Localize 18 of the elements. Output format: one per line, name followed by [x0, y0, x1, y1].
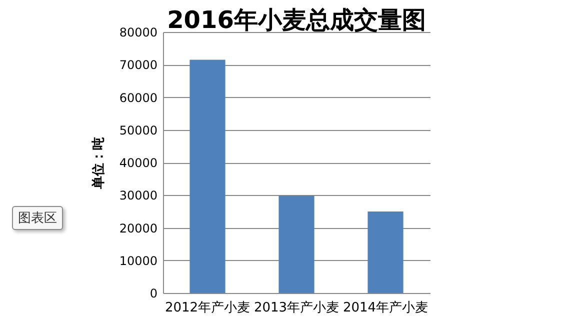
y-tick-label: 10000 [119, 254, 158, 268]
x-tick-label: 2012年产小麦 [164, 300, 250, 316]
bar [190, 60, 226, 293]
y-axis-title: 单位：吨 [90, 137, 106, 190]
bar [368, 211, 404, 293]
y-tick-label: 60000 [119, 90, 158, 105]
y-tick-label: 0 [150, 286, 158, 300]
x-tick-label: 2014年产小麦 [342, 300, 428, 316]
y-tick-label: 70000 [119, 58, 158, 72]
y-tick-label: 40000 [119, 156, 158, 170]
y-tick-label: 50000 [119, 123, 158, 138]
tooltip: 图表区 [12, 206, 63, 230]
x-tick-label: 2013年产小麦 [254, 300, 340, 316]
y-tick-label: 20000 [119, 221, 158, 236]
chart-title: 2016年小麦总成交量图 [167, 6, 426, 34]
bar [278, 196, 314, 293]
y-tick-label: 30000 [119, 188, 158, 203]
y-tick-label: 80000 [119, 26, 158, 40]
